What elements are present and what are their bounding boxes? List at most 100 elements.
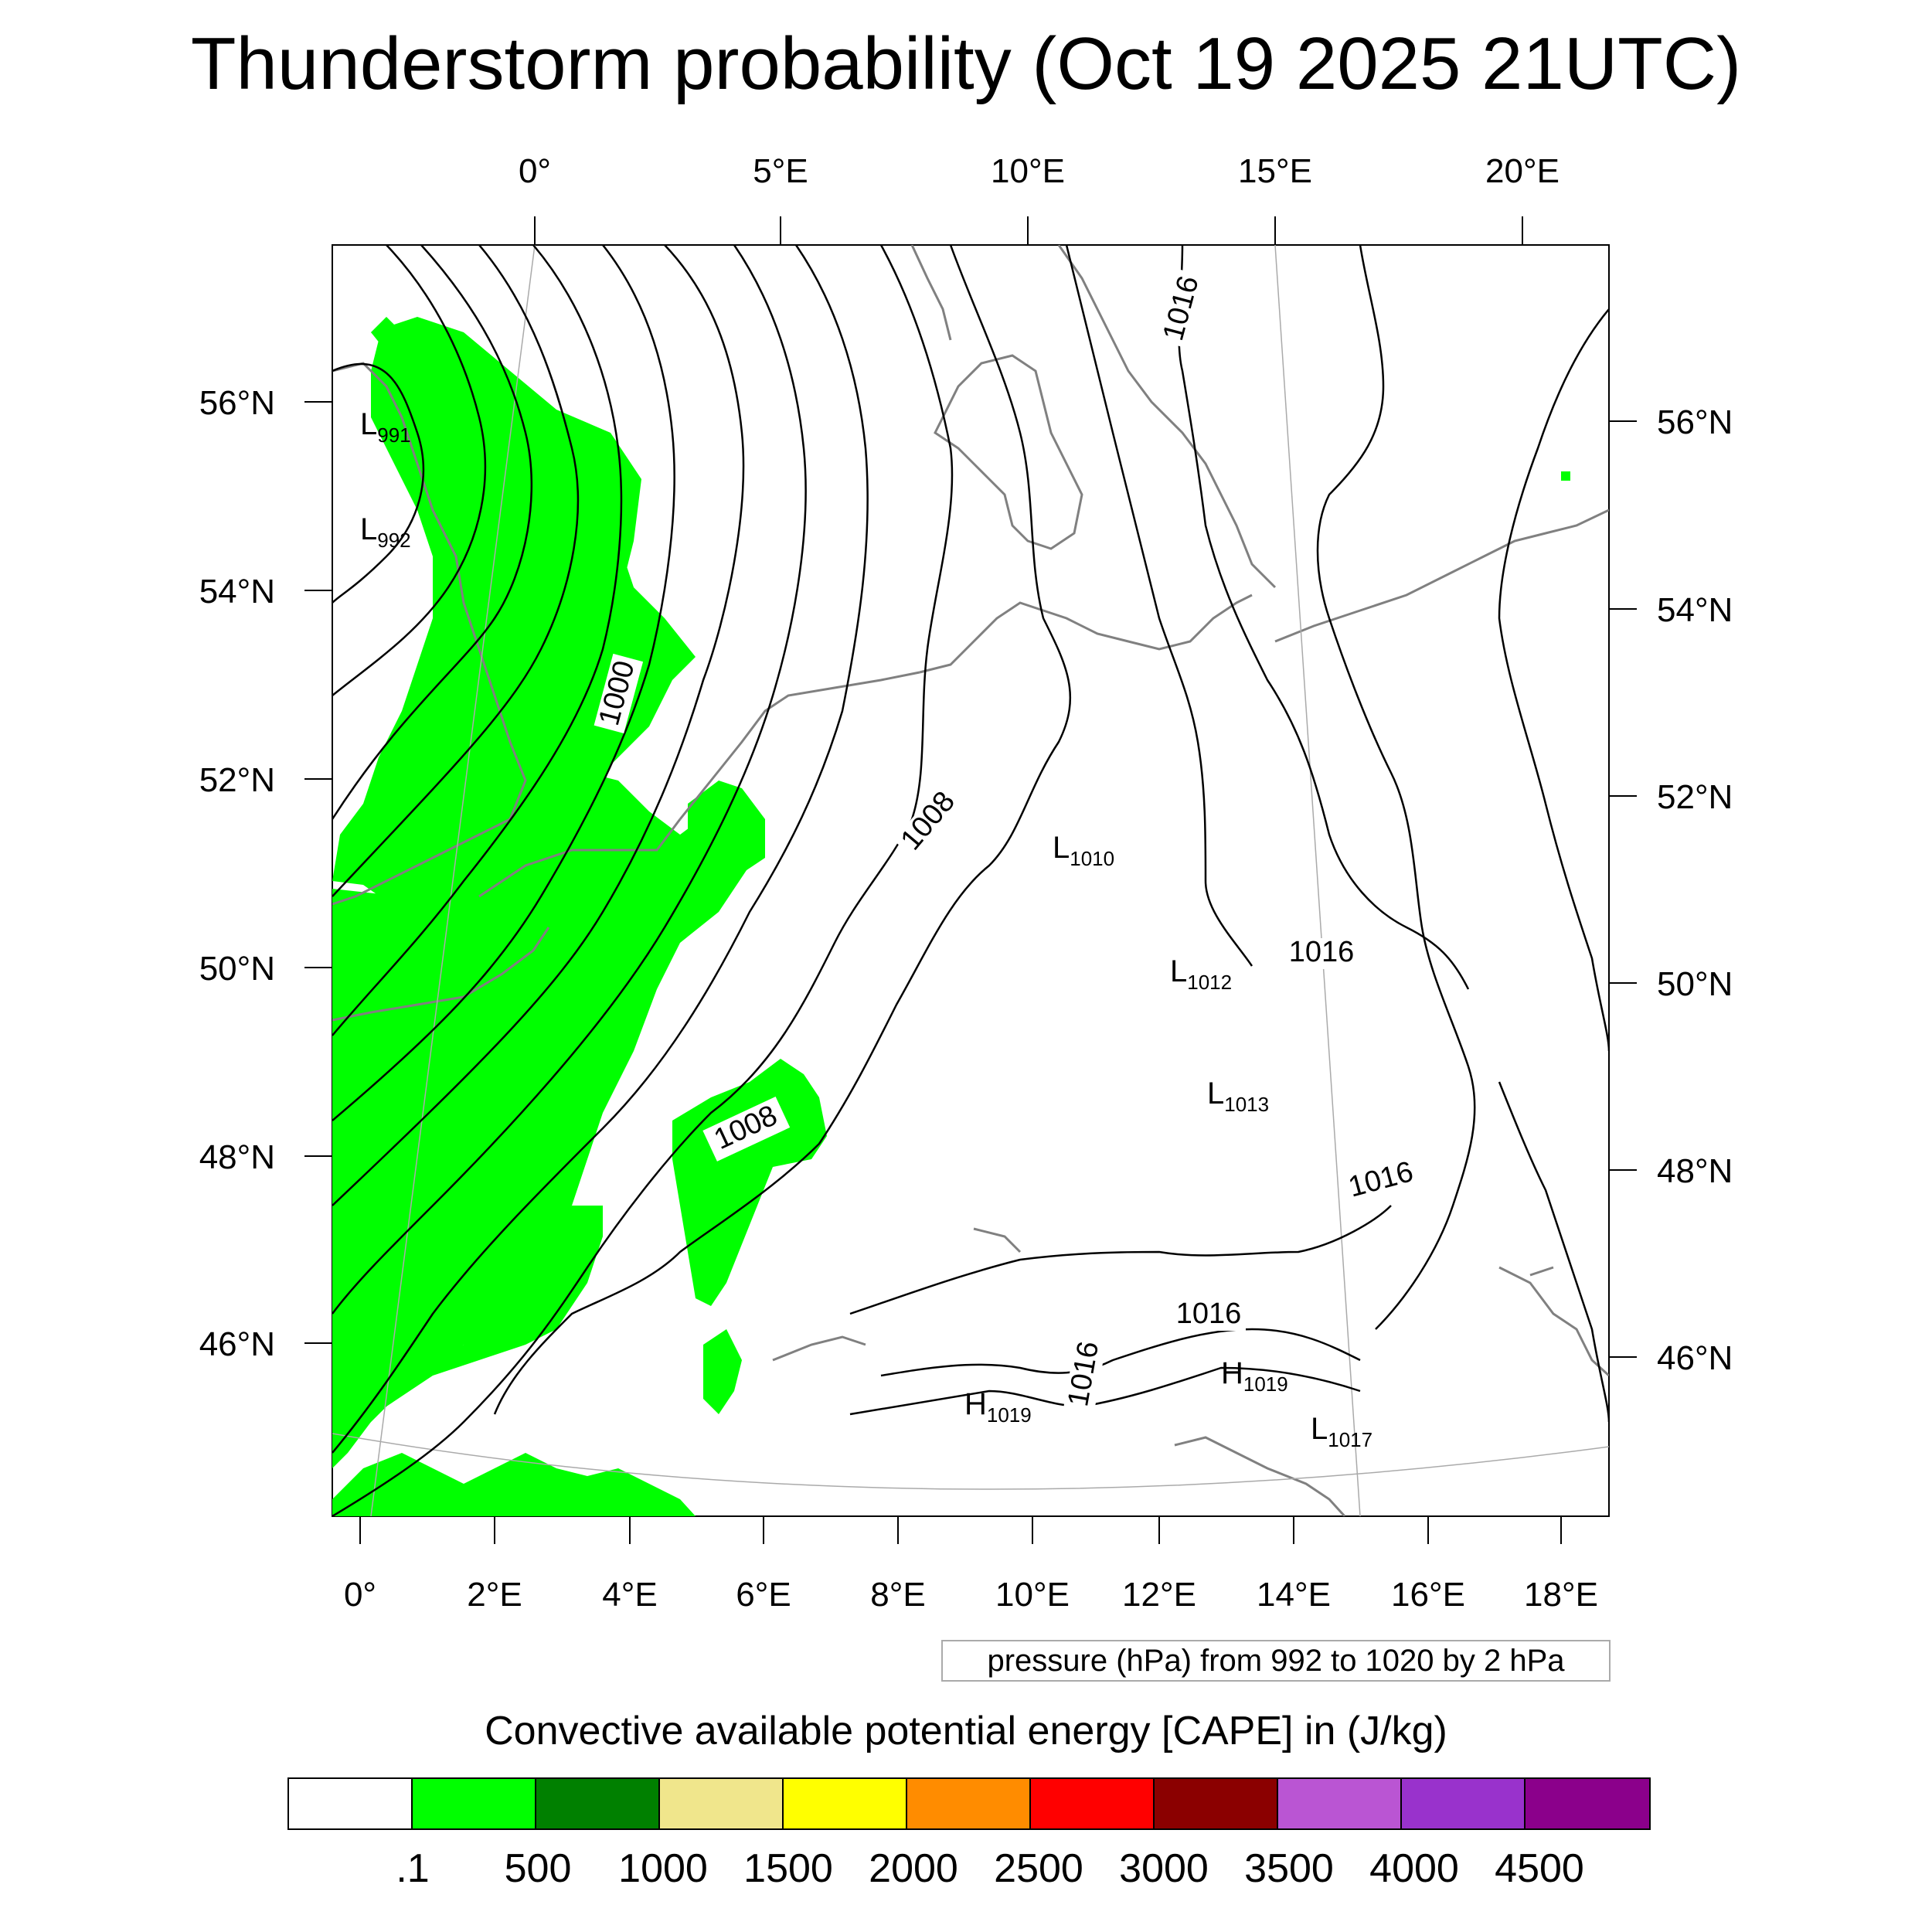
isobar-1008	[332, 245, 869, 1454]
pressure-center: H1019	[964, 1387, 1032, 1427]
pressure-center: L1010	[1053, 831, 1114, 870]
coastline-sweden	[1057, 245, 1277, 589]
isobar-1016-south	[849, 1205, 1392, 1315]
coastline-norway	[910, 245, 952, 341]
isobar-1014	[1065, 245, 1253, 967]
colorbar-label: 1000	[618, 1846, 708, 1891]
isobar-1016-east	[1498, 1081, 1609, 1423]
pressure-centers: L991 L992 L1010 L1012 L1013 H1019 H1019 …	[360, 407, 1372, 1451]
isobars	[332, 245, 1609, 1516]
colorbar-swatch	[413, 1779, 536, 1828]
cape-area-west	[332, 325, 696, 1005]
colorbar-label: 1500	[743, 1846, 833, 1891]
left-lat-label: 50°N	[199, 950, 275, 988]
bottom-lon-label: 2°E	[467, 1576, 522, 1614]
colorbar-swatch	[289, 1779, 413, 1828]
colorbar	[287, 1777, 1651, 1830]
cape-areas	[332, 317, 1570, 1516]
bottom-lon-label: 14°E	[1257, 1576, 1331, 1614]
bottom-lon-label: 12°E	[1122, 1576, 1196, 1614]
top-lon-label: 5°E	[753, 152, 808, 190]
tick-marks	[304, 216, 1637, 1544]
pressure-center: L1017	[1311, 1412, 1372, 1451]
isobar-1002	[332, 245, 675, 1121]
pressure-center: L992	[360, 512, 411, 552]
coastline-france-north	[478, 818, 682, 898]
coastline-lake-balaton	[1529, 1266, 1554, 1277]
coastlines	[332, 245, 1609, 1516]
colorbar-swatch	[1278, 1779, 1402, 1828]
top-lon-label: 20°E	[1485, 152, 1560, 190]
coastline-germany-north	[919, 594, 1253, 674]
colorbar-swatch	[1155, 1779, 1278, 1828]
top-lon-label: 15°E	[1238, 152, 1312, 190]
coastline-swiss-lakes	[973, 1227, 1022, 1253]
cape-area-central	[332, 773, 750, 1468]
axis-labels-left: 56°N 54°N 52°N 50°N 48°N 46°N	[199, 384, 275, 1363]
colorbar-label: 2000	[869, 1846, 958, 1891]
cape-area-france-east	[672, 1059, 827, 1306]
right-lat-label: 54°N	[1657, 591, 1733, 629]
colorbar-swatch	[1031, 1779, 1155, 1828]
coastline-balkan	[1498, 1266, 1609, 1377]
isobar-992	[332, 362, 425, 604]
right-lat-label: 56°N	[1657, 403, 1733, 441]
colorbar-swatch	[536, 1779, 660, 1828]
top-lon-label: 10°E	[991, 152, 1065, 190]
isobar-1016-alps	[880, 1328, 1361, 1377]
colorbar-label: 3000	[1119, 1846, 1209, 1891]
right-lat-label: 52°N	[1657, 778, 1733, 816]
isobar-1006	[332, 245, 807, 1315]
cape-area-north	[371, 317, 641, 634]
coastline-france-south	[772, 1335, 866, 1362]
pressure-center: L1012	[1170, 954, 1232, 994]
cape-area-southwest	[332, 1453, 696, 1516]
cape-area-south	[332, 1206, 603, 1468]
graticule	[332, 245, 1609, 1516]
left-lat-label: 56°N	[199, 384, 275, 422]
right-lat-label: 46°N	[1657, 1339, 1733, 1377]
isobar-1000	[332, 245, 623, 1036]
isobar-1004	[332, 245, 745, 1206]
isobar-996	[332, 245, 533, 820]
pressure-center: H1019	[1221, 1356, 1288, 1396]
cape-area-uk-north	[371, 317, 402, 355]
contour-label: 1016	[1289, 936, 1355, 968]
contour-label: 1016	[1176, 1298, 1242, 1330]
bottom-lon-label: 0°	[344, 1576, 376, 1614]
colorbar-label: 4000	[1369, 1846, 1459, 1891]
colorbar-label: 4500	[1495, 1846, 1584, 1891]
isobar-994	[332, 245, 487, 696]
bottom-lon-label: 6°E	[736, 1576, 791, 1614]
axis-labels-right: 56°N 54°N 52°N 50°N 48°N 46°N	[1657, 403, 1733, 1377]
bottom-lon-label: 16°E	[1391, 1576, 1465, 1614]
bottom-lon-label: 8°E	[870, 1576, 925, 1614]
bottom-lon-label: 18°E	[1524, 1576, 1598, 1614]
axis-labels-bottom: 0° 2°E 4°E 6°E 8°E 10°E 12°E 14°E 16°E 1…	[344, 1576, 1598, 1614]
axis-labels-top: 0° 5°E 10°E 15°E 20°E	[519, 152, 1560, 190]
colorbar-swatch	[1526, 1779, 1649, 1828]
right-lat-label: 48°N	[1657, 1152, 1733, 1190]
isobar-1012	[493, 245, 1072, 1415]
coastline-baltic	[1274, 509, 1609, 643]
coastline-uk-south	[332, 927, 550, 1022]
coastline-benelux	[679, 671, 920, 820]
coastline-adriatic	[1174, 1436, 1346, 1516]
cape-area-alps-west	[703, 1329, 742, 1414]
isobar-998	[332, 245, 580, 897]
top-lon-label: 0°	[519, 152, 551, 190]
colorbar-swatch	[907, 1779, 1031, 1828]
colorbar-swatch	[784, 1779, 907, 1828]
colorbar-title: Convective available potential energy [C…	[485, 1709, 1447, 1753]
isobar-1020	[1498, 308, 1609, 1052]
colorbar-label: 2500	[994, 1846, 1083, 1891]
bottom-lon-label: 10°E	[995, 1576, 1070, 1614]
coastline-uk	[332, 362, 527, 906]
colorbar-label: .1	[396, 1846, 430, 1891]
colorbar-label: 3500	[1244, 1846, 1334, 1891]
coastline-denmark	[934, 354, 1083, 550]
colorbar-swatch	[660, 1779, 784, 1828]
colorbar-swatch	[1402, 1779, 1526, 1828]
pressure-center: L1013	[1207, 1077, 1269, 1116]
